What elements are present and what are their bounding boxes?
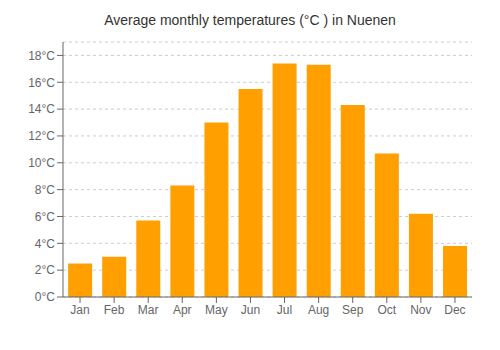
svg-text:6°C: 6°C (35, 210, 55, 224)
svg-text:16°C: 16°C (28, 76, 55, 90)
svg-text:18°C: 18°C (28, 49, 55, 63)
svg-text:4°C: 4°C (35, 237, 55, 251)
svg-text:Jul: Jul (277, 303, 292, 317)
svg-text:Dec: Dec (444, 303, 465, 317)
svg-text:Aug: Aug (308, 303, 329, 317)
svg-text:2°C: 2°C (35, 263, 55, 277)
svg-text:Sep: Sep (342, 303, 364, 317)
svg-text:14°C: 14°C (28, 102, 55, 116)
svg-text:Oct: Oct (377, 303, 396, 317)
svg-text:10°C: 10°C (28, 156, 55, 170)
svg-text:0°C: 0°C (35, 290, 55, 304)
svg-text:8°C: 8°C (35, 183, 55, 197)
svg-text:May: May (205, 303, 228, 317)
svg-text:12°C: 12°C (28, 129, 55, 143)
svg-text:Nov: Nov (410, 303, 431, 317)
svg-text:Apr: Apr (173, 303, 192, 317)
svg-text:Mar: Mar (138, 303, 159, 317)
svg-text:Feb: Feb (104, 303, 125, 317)
html-text:Average monthly temperatures (: Average monthly temperatures (°C ) in Nu… (104, 12, 396, 28)
svg-text:Jun: Jun (241, 303, 260, 317)
svg-text:Jan: Jan (70, 303, 89, 317)
